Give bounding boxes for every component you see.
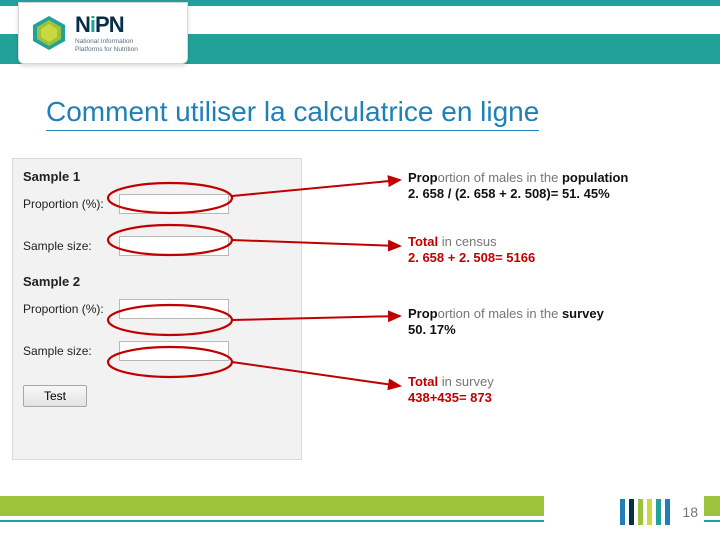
label-s2-size: Sample size: bbox=[23, 344, 119, 358]
sample1-heading: Sample 1 bbox=[23, 169, 291, 184]
annot1-l1c: of males in the bbox=[470, 170, 562, 185]
annot4-l1b: in survey bbox=[438, 374, 494, 389]
annot1-l1b: ortion bbox=[438, 170, 471, 185]
input-s1-proportion[interactable] bbox=[119, 194, 229, 214]
label-s2-proportion: Proportion (%): bbox=[23, 302, 119, 316]
test-button[interactable]: Test bbox=[23, 385, 87, 407]
annotation-2: Total in census 2. 658 + 2. 508= 5166 bbox=[408, 234, 535, 267]
page-number: 18 bbox=[682, 504, 698, 520]
annot3-l2: 50. 17% bbox=[408, 322, 604, 338]
input-s1-size[interactable] bbox=[119, 236, 229, 256]
annot4-l1a: Total bbox=[408, 374, 438, 389]
annot1-l1a: Prop bbox=[408, 170, 438, 185]
annot1-l1d: population bbox=[562, 170, 628, 185]
row-s1-proportion: Proportion (%): bbox=[23, 190, 291, 218]
annot2-l1b: in census bbox=[438, 234, 497, 249]
logo-brand: NiPN bbox=[75, 12, 138, 38]
input-s2-proportion[interactable] bbox=[119, 299, 229, 319]
annot3-l1a: Prop bbox=[408, 306, 438, 321]
footer-right: 18 bbox=[544, 494, 704, 530]
annotation-3: Proportion of males in the survey 50. 17… bbox=[408, 306, 604, 339]
annot2-l1a: Total bbox=[408, 234, 438, 249]
logo-icon bbox=[29, 13, 69, 53]
input-s2-size[interactable] bbox=[119, 341, 229, 361]
label-s1-proportion: Proportion (%): bbox=[23, 197, 119, 211]
annot4-l2: 438+435= 873 bbox=[408, 390, 494, 406]
logo-subtitle-2: Platforms for Nutrition bbox=[75, 47, 138, 54]
row-s2-proportion: Proportion (%): bbox=[23, 295, 291, 323]
annot3-l1b: ortion bbox=[438, 306, 471, 321]
logo-badge: NiPN National Information Platforms for … bbox=[18, 2, 188, 64]
annot3-l1c: of males in the bbox=[470, 306, 562, 321]
annotation-4: Total in survey 438+435= 873 bbox=[408, 374, 494, 407]
logo-subtitle-1: National Information bbox=[75, 39, 138, 46]
row-s1-size: Sample size: bbox=[23, 232, 291, 260]
footer-stripes-icon bbox=[620, 499, 670, 525]
logo-text: NiPN National Information Platforms for … bbox=[75, 12, 138, 54]
row-s2-size: Sample size: bbox=[23, 337, 291, 365]
page-title: Comment utiliser la calculatrice en lign… bbox=[46, 96, 539, 131]
sample2-heading: Sample 2 bbox=[23, 274, 291, 289]
label-s1-size: Sample size: bbox=[23, 239, 119, 253]
annot2-l2: 2. 658 + 2. 508= 5166 bbox=[408, 250, 535, 266]
form-panel: Sample 1 Proportion (%): Sample size: Sa… bbox=[12, 158, 302, 460]
annotation-1: Proportion of males in the population 2.… bbox=[408, 170, 628, 203]
annot1-l2: 2. 658 / (2. 658 + 2. 508)= 51. 45% bbox=[408, 186, 628, 202]
annot3-l1d: survey bbox=[562, 306, 604, 321]
